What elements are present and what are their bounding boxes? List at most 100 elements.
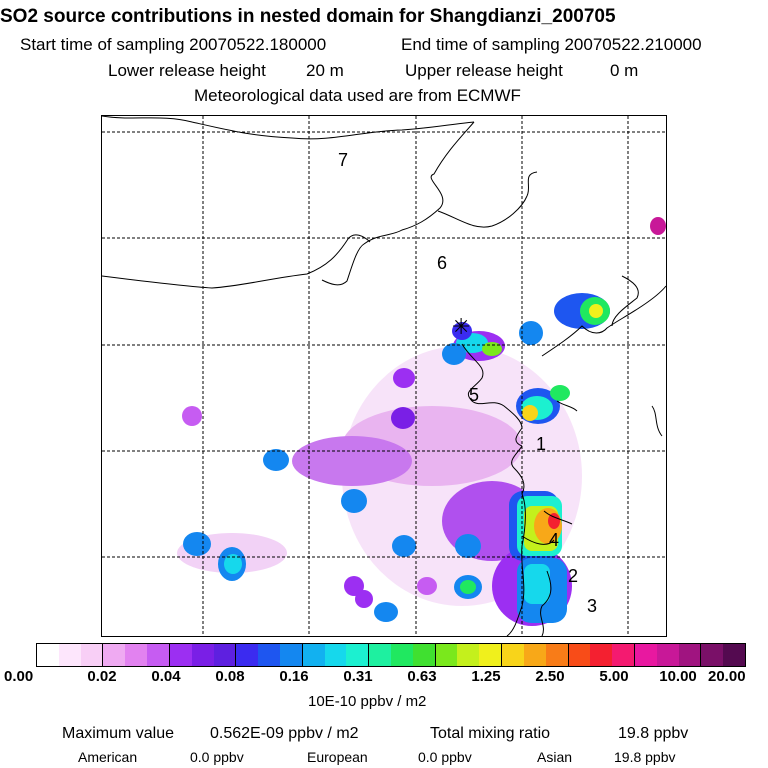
- border-line: [102, 234, 371, 289]
- lower-release-value: 20 m: [306, 61, 344, 80]
- hotspot: [455, 534, 481, 558]
- colorbar-swatch: [302, 644, 325, 666]
- upper-release-value: 0 m: [610, 61, 639, 80]
- colorbar-swatch: [80, 644, 104, 666]
- receptor-marker-icon: ✳: [452, 314, 471, 339]
- colorbar-swatch: [656, 644, 679, 666]
- colorbar-swatch: [701, 644, 724, 666]
- region-label-7: 7: [338, 150, 349, 170]
- total-mixing-label: Total mixing ratio: [430, 725, 551, 742]
- hotspot: [341, 489, 367, 513]
- concentration-field: [177, 217, 666, 626]
- hotspot: [460, 580, 476, 594]
- colorbar-swatch: [545, 644, 569, 666]
- colorbar-tick-label: 20.00: [708, 668, 746, 685]
- colorbar-swatch: [279, 644, 303, 666]
- border-line: [541, 285, 666, 357]
- hotspot: [392, 535, 416, 557]
- border-line: [102, 116, 475, 140]
- colorbar-swatch: [678, 644, 702, 666]
- plot-title: SO2 source contributions in nested domai…: [0, 6, 616, 27]
- grid-lines: [102, 116, 666, 636]
- border-line: [437, 195, 528, 228]
- border-line: [506, 493, 526, 636]
- colorbar-tick-label: 0.31: [343, 668, 373, 685]
- colorbar-swatch: [568, 644, 591, 666]
- hotspot: [452, 322, 472, 340]
- region-label-5: 5: [469, 385, 480, 405]
- hotspot: [550, 385, 570, 401]
- asian-label: Asian: [537, 749, 573, 765]
- colorbar-tick-label: 2.50: [535, 668, 565, 685]
- border-line: [540, 570, 552, 636]
- border-line: [526, 171, 538, 197]
- hotspot: [589, 304, 603, 318]
- hotspot: [224, 554, 242, 574]
- hotspot: [522, 405, 538, 421]
- colorbar-swatch: [435, 644, 458, 666]
- colorbar-swatch: [346, 644, 370, 666]
- colorbar-tick-label: 0.04: [151, 668, 181, 685]
- colorbar-tick-label: 0.16: [279, 668, 309, 685]
- colorbar-tick-label: 0.08: [215, 668, 245, 685]
- hotspot: [650, 217, 666, 235]
- end-time: End time of sampling 20070522.210000: [401, 35, 702, 54]
- hotspot: [391, 407, 415, 429]
- colorbar-swatch: [258, 644, 280, 666]
- hotspot: [355, 590, 373, 608]
- hotspot: [548, 513, 560, 529]
- colorbar-swatch: [37, 644, 59, 666]
- colorbar-swatch: [125, 644, 148, 666]
- colorbar-swatch: [457, 644, 480, 666]
- hotspot: [393, 368, 415, 388]
- colorbar-tick-label: 0.02: [87, 668, 117, 685]
- colorbar-swatch: [723, 644, 745, 666]
- hotspot: [344, 576, 364, 596]
- colorbar-tick-label: 10.00: [659, 668, 697, 685]
- hotspot: [417, 577, 437, 595]
- colorbar-tick-label: 0.63: [407, 668, 437, 685]
- colorbar-swatch: [236, 644, 259, 666]
- colorbar-swatch: [169, 644, 192, 666]
- colorbar-tick-label: 0.00: [4, 668, 34, 685]
- region-label-6: 6: [437, 253, 448, 273]
- hotspot: [442, 343, 466, 365]
- colorbar-units: 10E-10 ppbv / m2: [308, 693, 427, 710]
- region-label-3: 3: [587, 596, 598, 616]
- colorbar-swatch: [391, 644, 413, 666]
- colorbar-tick-label: 5.00: [599, 668, 629, 685]
- border-line: [556, 400, 578, 412]
- border-line: [611, 275, 639, 327]
- colorbar-swatch: [191, 644, 214, 666]
- hotspot: [263, 449, 289, 471]
- border-line: [521, 535, 555, 545]
- met-data-source: Meteorological data used are from ECMWF: [194, 86, 521, 105]
- colorbar-swatch: [590, 644, 613, 666]
- border-line: [651, 405, 663, 437]
- colorbar-swatch: [612, 644, 635, 666]
- border-line: [461, 343, 523, 447]
- colorbar-swatch: [103, 644, 126, 666]
- region-label-2: 2: [568, 566, 579, 586]
- border-line: [511, 445, 525, 495]
- colorbar: [36, 643, 746, 667]
- colorbar-swatch: [147, 644, 170, 666]
- colorbar-swatch: [523, 644, 546, 666]
- european-label: European: [307, 749, 368, 765]
- hotspot: [519, 321, 543, 345]
- hotspot: [374, 602, 398, 622]
- colorbar-swatch: [412, 644, 436, 666]
- max-value-label: Maximum value: [62, 725, 175, 742]
- colorbar-swatch: [324, 644, 347, 666]
- hotspot: [524, 564, 550, 604]
- colorbar-swatch: [634, 644, 657, 666]
- american-label: American: [78, 749, 138, 765]
- asian-value: 19.8 ppbv: [614, 749, 676, 765]
- plume-haze: [292, 436, 412, 486]
- max-value: 0.562E-09 ppbv / m2: [210, 725, 359, 742]
- colorbar-swatch: [502, 644, 524, 666]
- colorbar-swatch: [479, 644, 503, 666]
- concentration-map: ✳ 7 6 5 1 4 2 3: [101, 115, 667, 637]
- lower-release-label: Lower release height: [108, 61, 266, 80]
- map-canvas: [102, 116, 666, 636]
